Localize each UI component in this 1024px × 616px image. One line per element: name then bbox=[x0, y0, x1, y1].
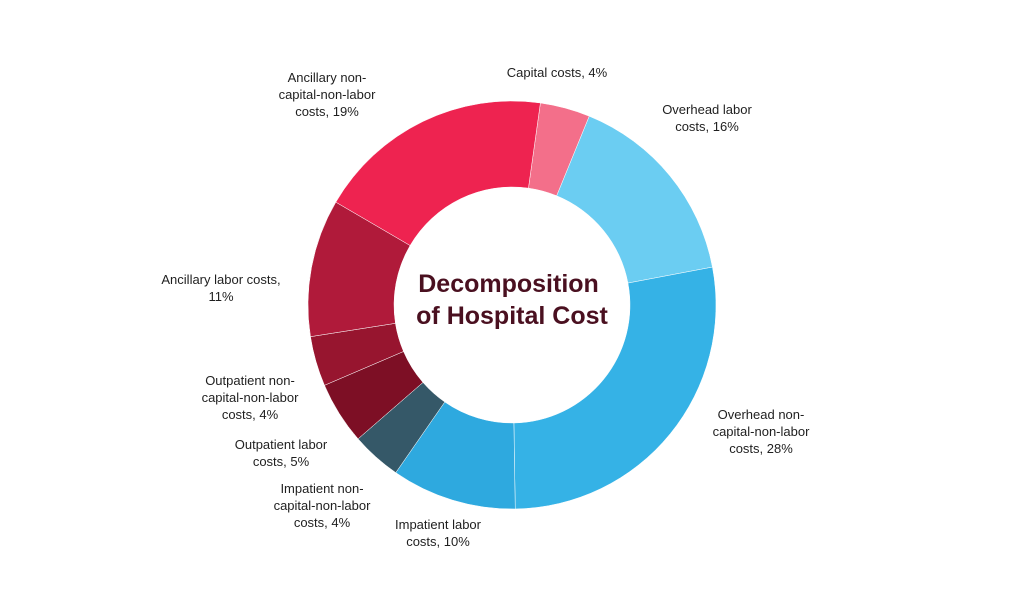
slice-labels: Capital costs, 4% Overhead labor costs, 16… bbox=[161, 65, 810, 549]
chart-title-line-2: of Hospital Cost bbox=[416, 302, 608, 330]
slice-label-5: Impatient non-capital-non-labor costs, 4% bbox=[274, 481, 372, 530]
slice-label-line: costs, 16% bbox=[675, 119, 739, 134]
slice-label-4: Impatient labor costs, 10% bbox=[395, 517, 482, 549]
slice-label-line: costs, 10% bbox=[406, 534, 470, 549]
slice-label-line: costs, 4% bbox=[222, 407, 279, 422]
slice-label-line: Outpatient labor bbox=[235, 437, 328, 452]
chart-title: Decomposition of Hospital Cost bbox=[416, 270, 608, 330]
slice-label-7: Outpatient non-capital-non-labor costs, 4… bbox=[202, 373, 300, 422]
donut-slice-9 bbox=[335, 100, 541, 246]
slice-label-line: Impatient non- bbox=[280, 481, 363, 496]
slice-label-line: capital-non-labor bbox=[279, 87, 377, 102]
slice-label-line: Overhead labor bbox=[662, 102, 752, 117]
slice-label-line: costs, 19% bbox=[295, 104, 359, 119]
slice-label-line: Capital costs, 4% bbox=[507, 65, 608, 80]
slice-label-1: Capital costs, 4% bbox=[507, 65, 608, 80]
slice-label-line: capital-non-labor bbox=[202, 390, 300, 405]
slice-label-line: costs, 28% bbox=[729, 441, 793, 456]
slice-label-line: Ancillary non- bbox=[288, 70, 367, 85]
slice-label-6: Outpatient labor costs, 5% bbox=[235, 437, 328, 469]
donut-slice-3 bbox=[513, 266, 717, 510]
slice-label-line: 11% bbox=[208, 289, 233, 304]
slice-label-3: Overhead non-capital-non-labor costs, 28% bbox=[713, 407, 811, 456]
slice-label-line: costs, 5% bbox=[253, 454, 310, 469]
slice-label-line: capital-non-labor bbox=[713, 424, 811, 439]
slice-label-9: Ancillary non-capital-non-labor costs, 19… bbox=[279, 70, 377, 119]
slice-label-line: Impatient labor bbox=[395, 517, 482, 532]
donut-slice-2 bbox=[556, 115, 713, 284]
slice-label-2: Overhead labor costs, 16% bbox=[662, 102, 752, 134]
chart-title-line-1: Decomposition bbox=[418, 270, 599, 298]
slice-label-line: capital-non-labor bbox=[274, 498, 372, 513]
slice-label-8: Ancillary labor costs, 11% bbox=[161, 272, 280, 304]
donut-slices bbox=[307, 100, 717, 510]
slice-label-line: costs, 4% bbox=[294, 515, 351, 530]
slice-label-line: Ancillary labor costs, bbox=[161, 272, 280, 287]
slice-label-line: Overhead non- bbox=[718, 407, 805, 422]
slice-label-line: Outpatient non- bbox=[205, 373, 295, 388]
